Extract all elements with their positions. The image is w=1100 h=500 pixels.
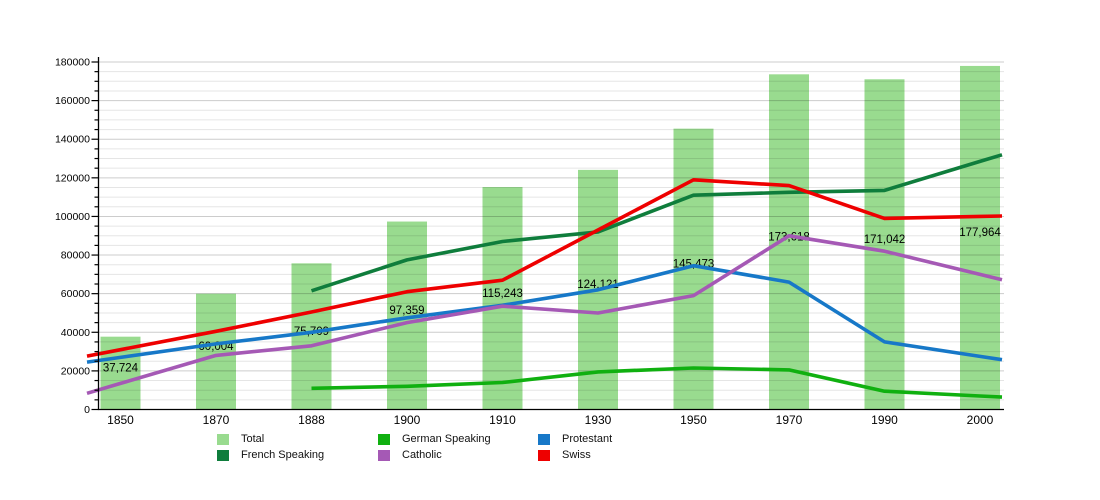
y-tick-label: 80000 (61, 250, 90, 262)
x-tick-label: 2000 (967, 413, 994, 427)
x-tick-label: 1910 (489, 413, 516, 427)
y-tick-label: 180000 (55, 57, 90, 69)
line-swiss (86, 178, 1003, 358)
y-tick-label: 60000 (61, 288, 90, 300)
x-tick-label: 1870 (203, 413, 230, 427)
line-protestant (86, 263, 1003, 364)
line-french-speaking (310, 153, 1003, 293)
line-german-speaking (311, 366, 1003, 399)
bar-value-label: 37,724 (103, 363, 139, 375)
bar-total-1970 (769, 74, 809, 410)
x-tick-label: 1900 (394, 413, 421, 427)
x-tick-label: 1850 (107, 413, 134, 427)
y-tick-label: 120000 (55, 172, 90, 184)
bar-total-2000 (960, 65, 1000, 410)
y-tick-label: 40000 (61, 327, 90, 339)
bar-total-1990 (864, 79, 905, 410)
bar-value-label: 171,042 (864, 234, 906, 246)
y-tick-label: 140000 (55, 134, 90, 146)
line-catholic (86, 234, 1003, 396)
x-tick-label: 1950 (680, 413, 707, 427)
bar-value-label: 97,359 (389, 305, 424, 317)
x-tick-label: 1888 (298, 413, 325, 427)
bar-value-label: 177,964 (959, 227, 1001, 239)
x-tick-label: 1990 (871, 413, 898, 427)
x-tick-label: 1970 (776, 413, 803, 427)
y-tick-label: 0 (84, 404, 90, 416)
bar-total-1910 (482, 187, 523, 410)
bar-total-1870 (196, 293, 236, 410)
y-tick-label: 20000 (61, 365, 90, 377)
bar-value-label: 115,243 (482, 288, 523, 300)
y-tick-label: 100000 (55, 211, 90, 223)
x-tick-label: 1930 (585, 413, 612, 427)
y-tick-label: 160000 (55, 95, 90, 107)
